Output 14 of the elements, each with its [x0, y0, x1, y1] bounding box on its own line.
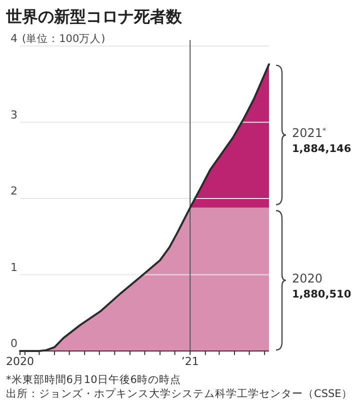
y-tick-label: 1 [10, 260, 18, 274]
series-label: 2021$^{*}$ [292, 125, 327, 140]
series-label: 2020 [292, 271, 323, 286]
chart-title: 世界の新型コロナ死者数 [5, 7, 183, 26]
y-tick-label: 0 [10, 337, 18, 350]
text: 出所：ジョンズ・ホプキンス大学システム科学工学センター（CSSE） [6, 387, 352, 400]
y-tick-label: 3 [10, 108, 18, 122]
y-axis-title: (単位：100万人) [22, 33, 106, 45]
text: 1,884,146 [292, 142, 352, 155]
y-tick-label: 2 [10, 184, 18, 198]
y-tick-label: 4 [10, 32, 18, 45]
text: *米東部時間6月10日午後6時の時点 [6, 373, 181, 386]
x-tick-label: ’21 [181, 355, 199, 368]
text: 1,880,510 [292, 288, 352, 300]
